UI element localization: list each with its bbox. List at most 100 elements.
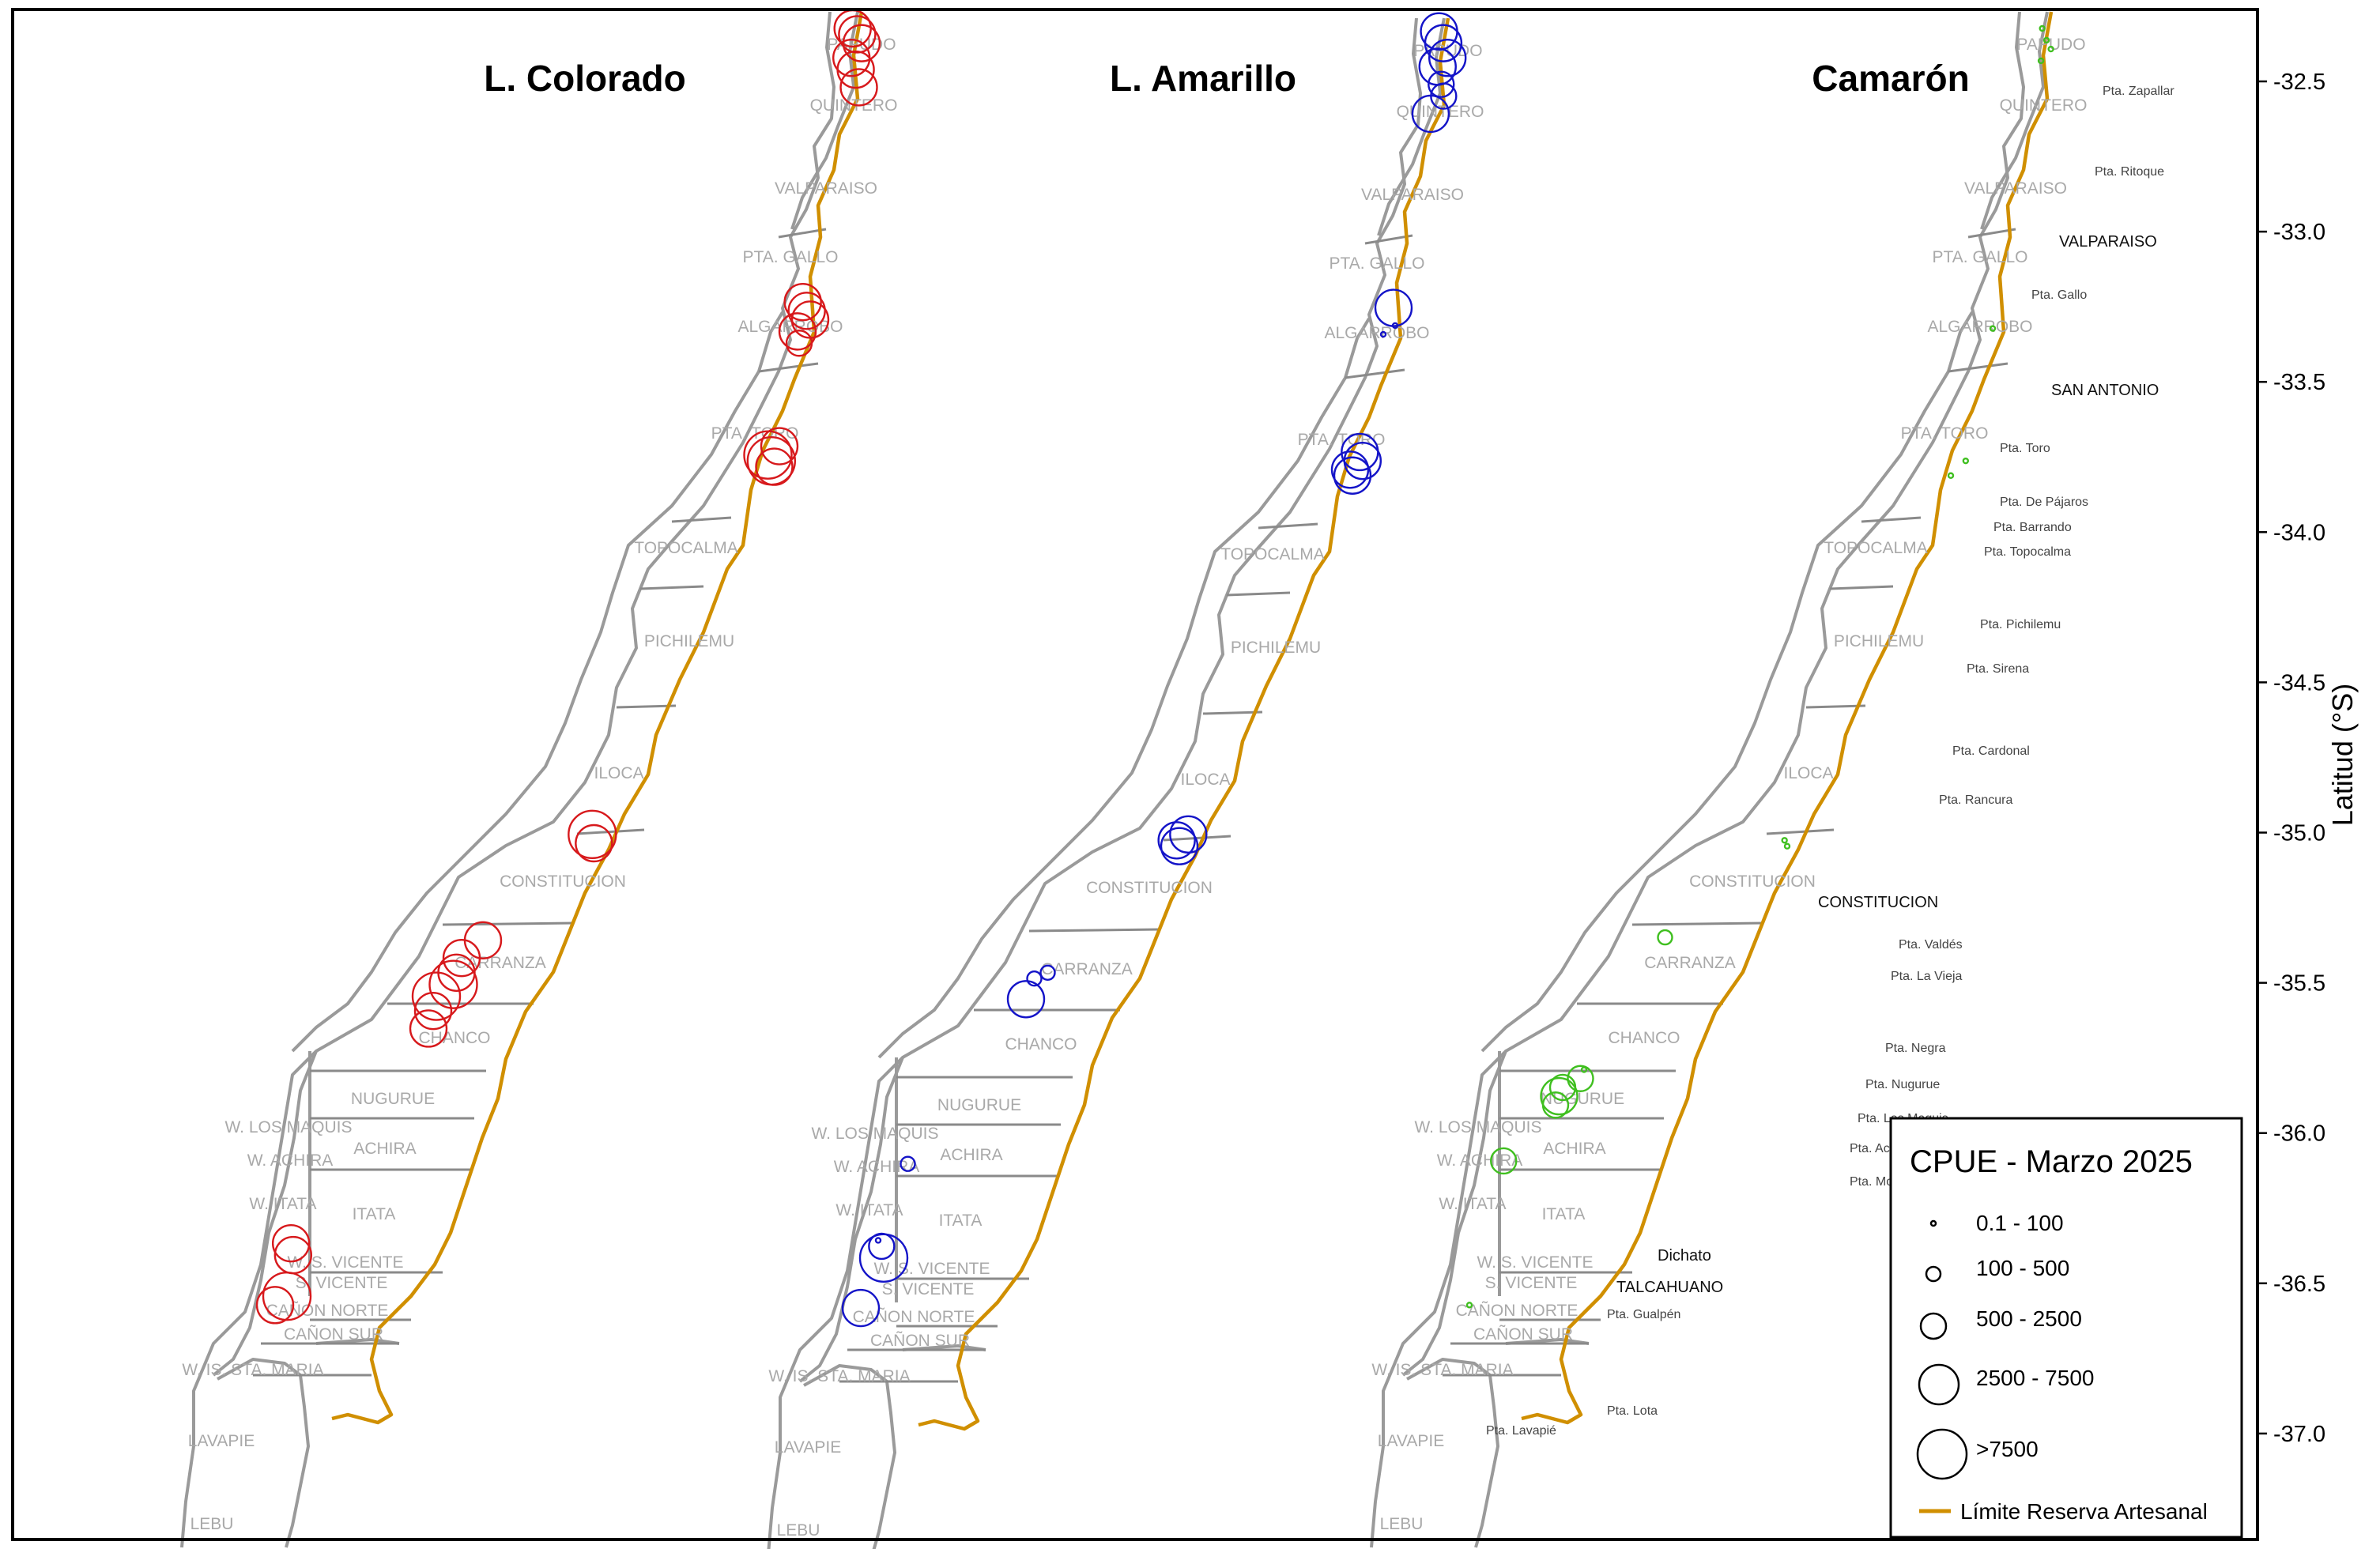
cpue-point xyxy=(2039,24,2046,32)
zone-label: W. S. VICENTE xyxy=(1477,1253,1593,1272)
zone-label: S. VICENTE xyxy=(882,1280,975,1298)
point-label: Pta. Valdés xyxy=(1899,938,1963,952)
zone-label: PICHILEMU xyxy=(1834,632,1924,650)
cpue-point xyxy=(1026,970,1043,987)
zone-label: W. ACHIRA xyxy=(247,1151,334,1170)
zone-label: PTA. TORO xyxy=(1901,424,1989,443)
zone-label: CAÑON NORTE xyxy=(1456,1301,1578,1320)
zone-label: PICHILEMU xyxy=(1231,639,1321,657)
cpue-point xyxy=(2047,45,2054,53)
zone-label: W. ACHIRA xyxy=(1437,1151,1523,1170)
zone-label: VALPARAISO xyxy=(1964,179,2067,198)
zone-label: W. ITATA xyxy=(835,1201,903,1219)
cpue-point xyxy=(442,938,481,978)
axis-tick-label: -35.5 xyxy=(2273,971,2325,997)
zone-label: ACHIRA xyxy=(353,1140,416,1158)
city-label: Dichato xyxy=(1658,1247,1711,1264)
zone-label: W. ACHIRA xyxy=(834,1158,920,1176)
cpue-point xyxy=(755,447,794,486)
zone-label: W. IS. STA. MARIA xyxy=(768,1367,910,1385)
cpue-point xyxy=(1781,837,1788,844)
cpue-point xyxy=(841,1288,881,1328)
point-label: Pta. Nugurue xyxy=(1865,1078,1940,1091)
cpue-point xyxy=(900,1155,916,1172)
legend-limit-label: Límite Reserva Artesanal xyxy=(1960,1499,2208,1524)
zone-label: PTA. GALLO xyxy=(1330,254,1425,273)
cpue-point xyxy=(255,1286,295,1325)
zone-label: QUINTERO xyxy=(2000,96,2088,115)
zone-label: CONSTITUCION xyxy=(1086,879,1213,897)
zone-label: TOPOCALMA xyxy=(1824,539,1927,557)
legend-symbol-1 xyxy=(1929,1219,1937,1227)
cpue-point xyxy=(1490,1147,1518,1175)
axis-tick-label: -36.5 xyxy=(2273,1272,2325,1297)
cpue-point xyxy=(1169,815,1208,854)
zone-label: PAPUDO xyxy=(2016,36,2085,54)
point-label: Pta. Gallo xyxy=(2031,288,2087,302)
cpue-point xyxy=(787,292,826,330)
legend-symbol-3 xyxy=(1919,1312,1948,1340)
zone-label: W. ITATA xyxy=(1439,1195,1506,1213)
cpue-point xyxy=(271,1223,311,1263)
point-label: Pta. Pichilemu xyxy=(1980,618,2061,631)
legend: CPUE - Marzo 2025 0.1 - 100 100 - 500 50… xyxy=(1889,1117,2243,1539)
axis-tick-label: -36.0 xyxy=(2273,1121,2325,1147)
cpue-point xyxy=(1428,70,1455,98)
cpue-point xyxy=(1428,39,1467,77)
map-frame xyxy=(11,8,2259,1541)
zone-label: ITATA xyxy=(353,1205,396,1223)
cpue-point xyxy=(411,971,462,1021)
cpue-point xyxy=(760,427,799,465)
cpue-point xyxy=(1039,964,1056,981)
zone-label: ITATA xyxy=(939,1212,983,1230)
latitude-axis-title: Latitud (°S) xyxy=(2326,684,2359,826)
axis-tick-label: -37.0 xyxy=(2273,1422,2325,1447)
panel-camaron: PAPUDO QUINTERO VALPARAISO PTA. GALLO ALGARR… xyxy=(1371,12,2087,1547)
cpue-point xyxy=(1465,1302,1473,1309)
zone-label: S. VICENTE xyxy=(1485,1274,1578,1292)
zone-label: W. LOS MAQUIS xyxy=(224,1118,352,1136)
point-label: Pta. Barrando xyxy=(1993,521,2072,534)
point-label: Pta. La Vieja xyxy=(1891,970,1963,983)
zone-label: W. IS. STA. MARIA xyxy=(1371,1361,1513,1379)
cpue-point xyxy=(1160,827,1199,865)
cpue-point xyxy=(874,1237,882,1244)
legend-title: CPUE - Marzo 2025 xyxy=(1910,1144,2193,1179)
axis-tick-label: -33.0 xyxy=(2273,220,2325,245)
zone-label: CAÑON SUR xyxy=(284,1325,383,1344)
zone-label: VALPARAISO xyxy=(775,179,877,198)
cpue-point xyxy=(1657,929,1673,946)
axis-tick-label: -34.5 xyxy=(2273,670,2325,695)
cpue-point xyxy=(1333,456,1372,495)
cpue-point xyxy=(1962,457,1970,465)
cpue-point xyxy=(575,823,613,863)
point-label: Pta. Sirena xyxy=(1967,662,2029,676)
city-label: TALCAHUANO xyxy=(1616,1279,1723,1296)
zone-label: CHANCO xyxy=(418,1029,490,1047)
cpue-point xyxy=(1006,980,1046,1019)
point-label: Pta. Topocalma xyxy=(1984,545,2071,559)
cpue-point xyxy=(838,15,877,54)
zone-label: CARRANZA xyxy=(1041,960,1133,978)
point-label: Pta. Negra xyxy=(1885,1042,1946,1055)
zone-label: CHANCO xyxy=(1608,1029,1680,1047)
zone-label: W. IS. STA. MARIA xyxy=(182,1361,323,1379)
zone-label: TOPOCALMA xyxy=(1220,545,1324,563)
panel-title-l-colorado: L. Colorado xyxy=(484,58,686,99)
zone-label: LEBU xyxy=(777,1521,820,1540)
zone-label: ALGARROBO xyxy=(1324,324,1429,342)
zone-label: W. S. VICENTE xyxy=(873,1260,990,1278)
zone-label: NUGURUE xyxy=(351,1090,435,1108)
zone-label: CAÑON SUR xyxy=(870,1331,970,1350)
zone-label: ILOCA xyxy=(1180,771,1230,789)
cpue-point xyxy=(1783,842,1791,850)
legend-label-1: 0.1 - 100 xyxy=(1976,1211,2064,1235)
cpue-point xyxy=(1391,322,1399,330)
cpue-point xyxy=(1374,288,1413,327)
zone-label: LAVAPIE xyxy=(1378,1432,1444,1450)
cpue-point xyxy=(836,50,875,89)
legend-symbol-4 xyxy=(1918,1363,1960,1406)
point-label: Pta. De Pájaros xyxy=(2000,496,2088,509)
